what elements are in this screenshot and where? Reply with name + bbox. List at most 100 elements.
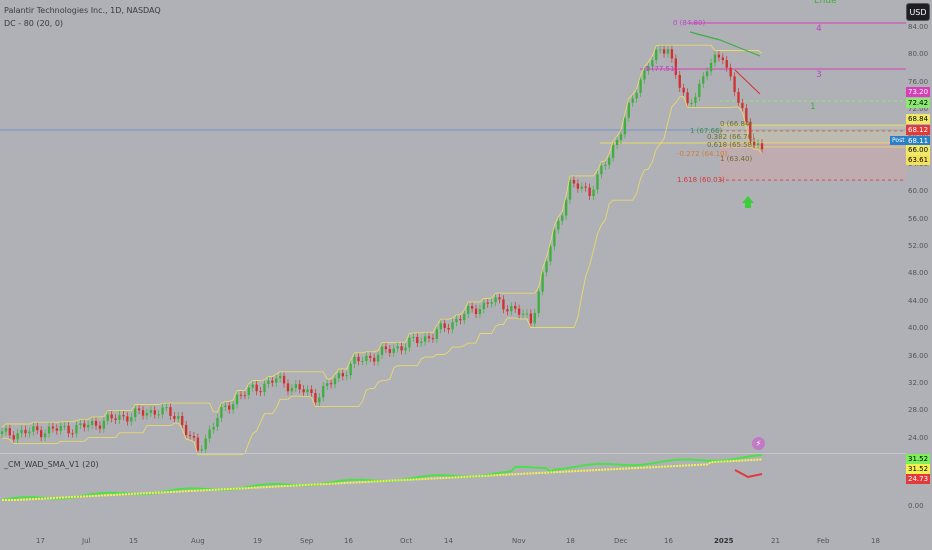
candle-body <box>713 54 717 63</box>
osc-label: 24.73 <box>906 474 931 484</box>
candle-body <box>655 49 658 61</box>
donchian-upper <box>1 44 763 428</box>
candle-body <box>463 314 466 321</box>
candle-body <box>271 380 274 383</box>
candle-body <box>63 425 66 427</box>
fib-level-label: 0 (84.80) <box>673 19 706 27</box>
candle-body <box>584 186 587 188</box>
candle-body <box>510 305 513 312</box>
indicator-title[interactable]: DC - 80 (20, 0) <box>4 19 64 28</box>
osc-axis-tick: 0.00 <box>908 502 924 510</box>
candle-body <box>90 420 94 425</box>
candle-body <box>110 414 113 419</box>
candle-body <box>619 134 623 141</box>
candle-body <box>760 143 764 150</box>
time-axis-tick: 19 <box>253 537 262 545</box>
candle-body <box>439 323 442 330</box>
candle-body <box>733 76 736 93</box>
price-label: 68.12 <box>906 125 931 135</box>
candle-body <box>443 323 446 329</box>
lightning-icon[interactable]: ⚡ <box>752 437 765 450</box>
price-axis-tick: 60.00 <box>908 187 929 196</box>
candle-body <box>161 407 164 415</box>
candle-body <box>514 305 517 309</box>
fib-level-label: 0.618 (65.58) <box>707 141 755 149</box>
candle-body <box>412 336 415 338</box>
candle-body <box>592 189 595 197</box>
candle-body <box>286 383 290 392</box>
candle-body <box>666 49 670 54</box>
candle-body <box>596 174 599 190</box>
fib-zone <box>720 125 906 143</box>
fib-level-label: 1 (67.66) <box>690 127 723 135</box>
candle-body <box>506 309 509 312</box>
candle-body <box>196 437 200 451</box>
candle-body <box>529 313 533 324</box>
fib-level-label: -0.272 (64.10) <box>677 150 728 158</box>
candle-body <box>478 309 482 315</box>
candle-body <box>416 336 419 344</box>
candle-body <box>40 430 43 438</box>
candle-body <box>545 261 548 273</box>
price-axis-tick: 44.00 <box>908 296 929 305</box>
candle-body <box>717 54 721 58</box>
candle-body <box>337 373 341 379</box>
candle-body <box>216 417 219 427</box>
candle-body <box>71 433 74 435</box>
candle-body <box>228 405 231 410</box>
candle-body <box>686 92 689 104</box>
candle-body <box>474 308 478 315</box>
candle-body <box>98 425 102 429</box>
candle-body <box>118 415 121 420</box>
candle-body <box>333 378 337 385</box>
candle-body <box>204 438 207 450</box>
candle-body <box>678 74 681 88</box>
candle-body <box>16 433 19 440</box>
candle-body <box>361 360 364 362</box>
candle-body <box>51 426 55 429</box>
candle-body <box>384 346 388 350</box>
price-axis-tick: 52.00 <box>908 242 929 250</box>
candle-body <box>235 394 239 405</box>
price-axis-tick: 76.00 <box>908 77 929 86</box>
time-axis-tick: Feb <box>817 537 830 545</box>
currency-button[interactable]: USD <box>906 3 930 21</box>
candle-body <box>220 406 223 418</box>
candle-body <box>572 179 576 184</box>
candle-body <box>75 425 78 434</box>
candle-body <box>298 384 301 390</box>
candle-body <box>169 407 172 416</box>
candle-body <box>251 384 254 388</box>
candle-body <box>564 199 568 216</box>
pane-separator[interactable] <box>0 453 906 454</box>
candle-body <box>698 83 701 97</box>
candle-body <box>94 420 98 426</box>
candle-body <box>314 393 317 403</box>
candle-body <box>102 420 106 429</box>
osc-label: 31.52 <box>906 454 931 464</box>
candle-body <box>126 416 129 422</box>
wad-down-segment <box>734 469 763 479</box>
candle-body <box>47 426 51 434</box>
candle-body <box>43 433 47 438</box>
candle-body <box>435 329 439 339</box>
candle-body <box>149 410 153 413</box>
candle-body <box>353 356 356 364</box>
candle-body <box>278 375 282 379</box>
candle-body <box>576 183 580 189</box>
candle-body <box>427 336 431 339</box>
candle-body <box>259 391 262 393</box>
fib-level-label: 0.382 (66.70) <box>707 133 755 141</box>
candle-body <box>177 416 180 419</box>
candle-body <box>729 67 732 77</box>
candle-body <box>420 341 423 344</box>
oscillator-title[interactable]: _CM_WAD_SMA_V1 (20) <box>4 460 99 469</box>
fib-level-label: 1.618 (60.03) <box>677 176 725 184</box>
candle-body <box>447 328 450 330</box>
candle-body <box>470 305 474 309</box>
candle-body <box>345 375 348 377</box>
price-axis-tick: 72.00 <box>908 105 929 114</box>
candle-body <box>400 346 403 351</box>
candle-body <box>153 410 156 415</box>
